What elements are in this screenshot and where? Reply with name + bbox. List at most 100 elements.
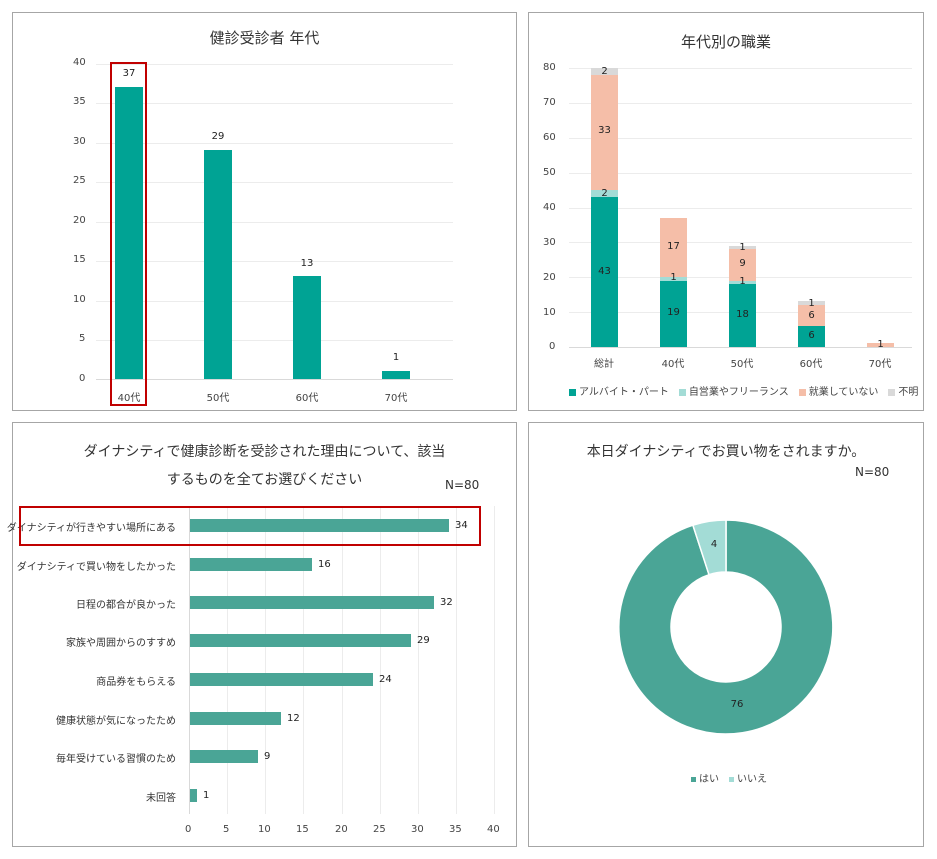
y-tick: 20 xyxy=(73,215,86,226)
legend-label: 就業していない xyxy=(808,387,879,398)
gridline xyxy=(569,242,912,243)
gridline xyxy=(227,506,228,814)
y-tick: 70 xyxy=(543,97,556,108)
data-label: 9 xyxy=(264,751,271,762)
x-tick: 25 xyxy=(373,824,386,835)
row-label: 家族や周囲からのすすめ xyxy=(66,638,176,649)
data-label: 9 xyxy=(739,258,746,269)
x-tick: 10 xyxy=(258,824,271,835)
data-label: 1 xyxy=(203,790,210,801)
x-category: 50代 xyxy=(730,359,754,370)
legend-swatch-icon xyxy=(798,388,806,396)
gridline xyxy=(96,340,453,341)
bar-40s-parttime xyxy=(660,281,687,347)
bar-row xyxy=(190,519,449,532)
data-label: 29 xyxy=(211,131,225,142)
reasons-chart-panel: ダイナシティで健康診断を受診された理由について、該当 するものを全てお選びくださ… xyxy=(7,422,517,847)
data-label: 1 xyxy=(392,352,400,363)
bar-40s-selfemployed xyxy=(660,277,687,281)
data-label: 19 xyxy=(667,307,680,318)
bar-70s xyxy=(382,371,410,379)
legend-swatch-icon xyxy=(691,776,696,782)
gridline xyxy=(569,173,912,174)
donut-chart xyxy=(618,519,834,735)
legend-item: アルバイト・パート xyxy=(569,383,669,398)
legend-swatch-icon xyxy=(888,388,896,396)
row-label: 毎年受けている習慣のため xyxy=(56,754,176,765)
data-label: 33 xyxy=(598,125,611,136)
data-label: 29 xyxy=(417,635,430,646)
bar-50s-unemployed xyxy=(729,249,756,281)
bar-total-unemployed xyxy=(591,75,618,190)
legend-item: いいえ xyxy=(729,770,767,785)
bar-total-unknown xyxy=(591,68,618,75)
x-category: 総計 xyxy=(594,359,614,370)
gridline xyxy=(96,143,453,144)
y-tick: 50 xyxy=(543,167,556,178)
highlight-box xyxy=(19,506,481,546)
data-label: 2 xyxy=(601,66,608,77)
y-axis-line xyxy=(189,506,190,814)
legend-label: はい xyxy=(699,774,719,785)
bar-row xyxy=(190,558,312,571)
data-label: 12 xyxy=(287,713,300,724)
legend-item: 不明 xyxy=(888,383,918,398)
gridline xyxy=(96,64,453,65)
occupation-chart-panel: 年代別の職業 80 70 60 50 40 30 20 10 0 43 2 33… xyxy=(528,12,924,411)
bar-total-selfemployed xyxy=(591,190,618,197)
bar-50s xyxy=(204,150,232,379)
bar-50s-selfemployed xyxy=(729,281,756,284)
x-category: 70代 xyxy=(384,393,408,404)
data-label: 37 xyxy=(122,68,136,79)
bar-row xyxy=(190,789,197,802)
x-axis-line xyxy=(96,379,453,380)
y-tick: 80 xyxy=(543,62,556,73)
y-tick: 10 xyxy=(543,307,556,318)
bar-70s-unemployed xyxy=(867,343,894,347)
data-label: 1 xyxy=(739,242,746,253)
x-category: 60代 xyxy=(295,393,319,404)
data-label-yes: 76 xyxy=(730,699,744,710)
y-tick: 60 xyxy=(543,132,556,143)
gridline xyxy=(569,138,912,139)
bar-row xyxy=(190,673,373,686)
legend: アルバイト・パート 自営業やフリーランス 就業していない 不明 xyxy=(569,383,918,398)
age-chart-panel: 健診受診者 年代 40 35 30 25 20 15 10 5 0 37 29 … xyxy=(12,12,517,411)
y-tick: 15 xyxy=(73,254,86,265)
bar-40s xyxy=(115,87,143,379)
data-label: 1 xyxy=(877,339,884,350)
row-label: 未回答 xyxy=(146,793,176,804)
data-label: 6 xyxy=(808,330,815,341)
x-tick: 0 xyxy=(185,824,192,835)
data-label: 1 xyxy=(808,298,815,309)
legend: はい いいえ xyxy=(691,770,767,785)
legend-swatch-icon xyxy=(678,388,686,396)
bar-row xyxy=(190,596,434,609)
y-tick: 30 xyxy=(73,136,86,147)
slice-yes xyxy=(618,519,834,735)
data-label: 1 xyxy=(739,276,746,287)
legend-label: 不明 xyxy=(898,387,919,398)
legend-swatch-icon xyxy=(729,776,734,782)
shopping-chart-panel: 本日ダイナシティでお買い物をされますか。 N=80 4 76 はい いいえ xyxy=(528,422,924,847)
legend-item: はい xyxy=(691,770,719,785)
gridline xyxy=(418,506,419,814)
legend-label: 自営業やフリーランス xyxy=(688,387,789,398)
bar-60s-unknown xyxy=(798,301,825,305)
gridline xyxy=(494,506,495,814)
sample-size: N=80 xyxy=(855,465,890,479)
legend-label: アルバイト・パート xyxy=(579,387,669,398)
data-label: 18 xyxy=(736,309,749,320)
x-tick: 15 xyxy=(296,824,309,835)
y-tick: 5 xyxy=(79,333,86,344)
bar-total-parttime xyxy=(591,197,618,347)
gridline xyxy=(96,182,453,183)
y-tick: 20 xyxy=(543,272,556,283)
chart-title: 年代別の職業 xyxy=(680,33,771,51)
bar-row xyxy=(190,750,258,763)
bar-row xyxy=(190,634,411,647)
gridline xyxy=(456,506,457,814)
chart-title-line1: ダイナシティで健康診断を受診された理由について、該当 xyxy=(83,444,446,460)
x-category: 40代 xyxy=(117,393,141,404)
gridline xyxy=(380,506,381,814)
